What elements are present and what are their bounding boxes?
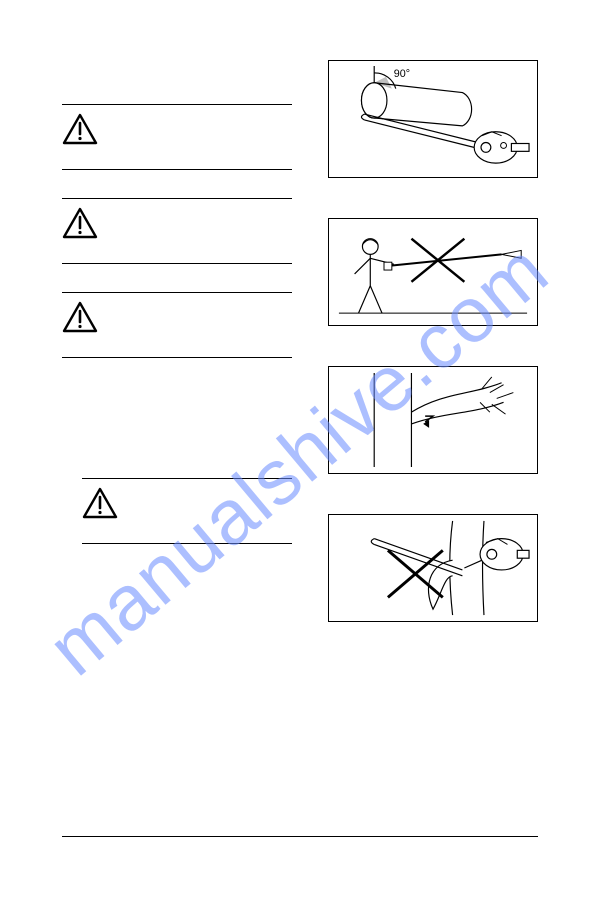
figure-column: 90°	[328, 60, 538, 622]
figure-undercut-branch	[328, 366, 538, 474]
divider	[62, 357, 292, 358]
warning-block	[82, 478, 292, 544]
left-column	[62, 104, 292, 572]
figure-operator-shoulder-limit	[328, 218, 538, 326]
warning-block	[62, 292, 292, 358]
warning-row	[62, 293, 292, 357]
divider	[82, 543, 292, 544]
no-flush-cut-diagram-icon	[335, 520, 531, 616]
figure-no-flush-cut	[328, 514, 538, 622]
divider	[62, 263, 292, 264]
warning-block	[62, 104, 292, 170]
figure-cross-cut-90deg: 90°	[328, 60, 538, 178]
paragraph	[62, 386, 292, 478]
divider	[62, 169, 292, 170]
footer-divider	[62, 836, 538, 837]
warning-row	[62, 199, 292, 263]
angle-label: 90°	[394, 68, 410, 80]
cross-cut-diagram-icon: 90°	[335, 66, 531, 172]
operator-diagram-icon	[335, 224, 531, 320]
warning-triangle-icon	[62, 113, 98, 145]
page: manualshive.com	[0, 0, 595, 918]
warning-triangle-icon	[62, 301, 98, 333]
warning-block	[62, 198, 292, 264]
branch-undercut-diagram-icon	[335, 372, 531, 468]
warning-row	[62, 105, 292, 169]
warning-triangle-icon	[62, 207, 98, 239]
warning-row	[82, 479, 292, 543]
warning-triangle-icon	[82, 487, 118, 519]
